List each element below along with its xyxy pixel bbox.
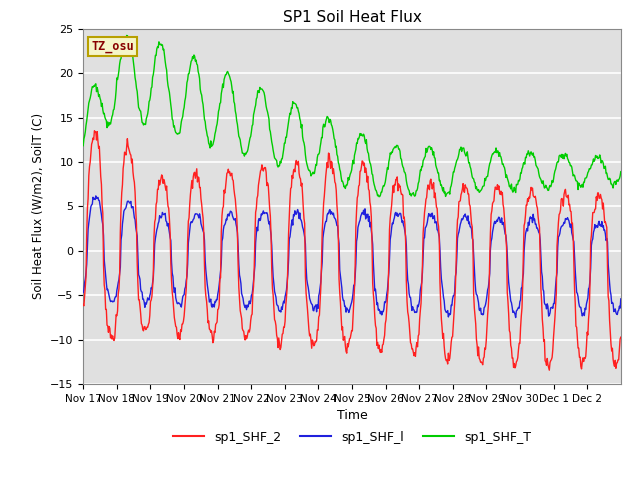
sp1_SHF_T — [409, 191, 417, 196]
sp1_SHF_l — [617, 296, 625, 302]
sp1_SHF_l — [289, 222, 296, 228]
sp1_SHF_2 — [269, 286, 276, 291]
X-axis label: Time: Time — [337, 409, 367, 422]
sp1_SHF_2 — [545, 367, 553, 373]
sp1_SHF_l — [242, 302, 250, 308]
sp1_SHF_l — [438, 281, 446, 287]
Title: SP1 Soil Heat Flux: SP1 Soil Heat Flux — [283, 10, 421, 25]
sp1_SHF_l — [143, 299, 151, 304]
sp1_SHF_l — [408, 308, 416, 313]
sp1_SHF_2 — [242, 333, 250, 338]
sp1_SHF_2 — [143, 324, 151, 330]
sp1_SHF_T — [289, 99, 296, 105]
Y-axis label: Soil Heat Flux (W/m2), SoilT (C): Soil Heat Flux (W/m2), SoilT (C) — [31, 113, 45, 300]
sp1_SHF_2 — [438, 325, 446, 331]
sp1_SHF_T — [242, 151, 250, 157]
Legend: sp1_SHF_2, sp1_SHF_l, sp1_SHF_T: sp1_SHF_2, sp1_SHF_l, sp1_SHF_T — [168, 426, 536, 449]
sp1_SHF_T — [143, 114, 151, 120]
sp1_SHF_T — [439, 188, 447, 194]
sp1_SHF_2 — [617, 334, 625, 340]
sp1_SHF_2 — [408, 346, 416, 352]
sp1_SHF_T — [79, 143, 87, 149]
sp1_SHF_T — [269, 143, 276, 148]
sp1_SHF_l — [512, 315, 520, 321]
sp1_SHF_T — [123, 33, 131, 38]
Line: sp1_SHF_l: sp1_SHF_l — [83, 196, 621, 318]
sp1_SHF_T — [375, 194, 383, 200]
sp1_SHF_2 — [289, 176, 296, 181]
sp1_SHF_T — [617, 169, 625, 175]
sp1_SHF_2 — [91, 128, 99, 133]
sp1_SHF_l — [92, 193, 100, 199]
Text: TZ_osu: TZ_osu — [92, 40, 134, 53]
sp1_SHF_l — [269, 260, 276, 266]
Line: sp1_SHF_2: sp1_SHF_2 — [83, 131, 621, 370]
sp1_SHF_l — [79, 289, 87, 295]
sp1_SHF_2 — [79, 301, 87, 307]
Line: sp1_SHF_T: sp1_SHF_T — [83, 36, 621, 197]
